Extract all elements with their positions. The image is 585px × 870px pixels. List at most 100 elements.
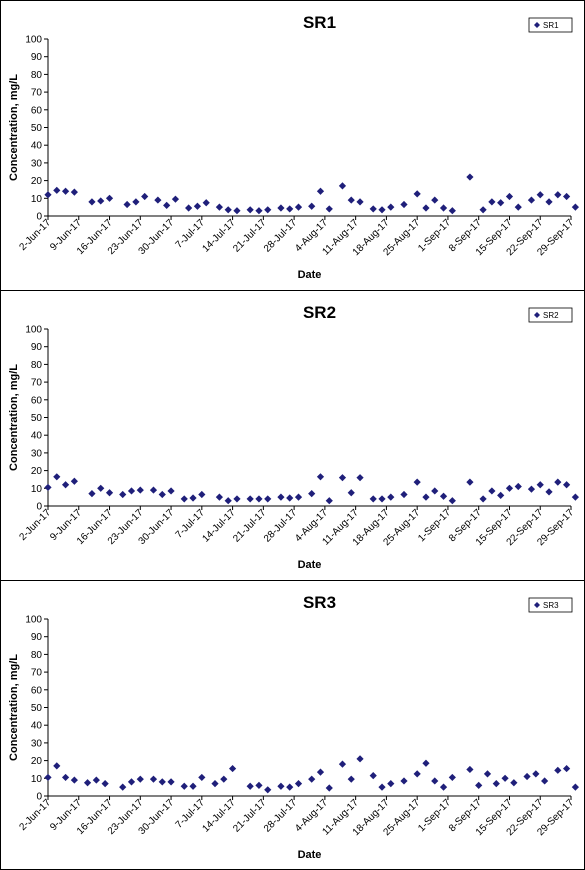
- y-tick-label: 20: [31, 466, 43, 477]
- data-point: [70, 188, 78, 196]
- data-point: [479, 495, 487, 503]
- data-point: [228, 764, 237, 773]
- data-point: [338, 474, 347, 482]
- chart-title: SR2: [303, 303, 336, 322]
- data-point: [246, 495, 254, 503]
- data-point: [308, 775, 316, 783]
- data-point: [387, 780, 395, 788]
- data-point: [154, 196, 162, 204]
- data-point: [97, 197, 105, 205]
- data-point: [488, 487, 496, 495]
- data-point: [246, 782, 254, 790]
- y-tick-label: 30: [31, 448, 43, 459]
- data-point: [308, 202, 316, 210]
- data-point: [83, 779, 92, 787]
- y-tick-label: 100: [25, 615, 42, 626]
- data-point: [347, 775, 355, 783]
- data-point: [431, 196, 439, 204]
- data-point: [189, 494, 197, 502]
- y-tick-label: 40: [31, 141, 43, 152]
- data-point: [541, 777, 549, 785]
- legend-marker: [534, 312, 540, 318]
- data-point: [136, 486, 144, 494]
- x-tick-label: 28-Jul-17: [262, 507, 300, 545]
- y-tick-label: 10: [31, 194, 43, 205]
- y-tick-label: 70: [31, 378, 43, 389]
- data-point: [255, 495, 263, 503]
- y-tick-label: 100: [25, 325, 42, 336]
- data-point: [338, 182, 347, 190]
- data-point: [523, 772, 531, 781]
- data-point: [422, 204, 430, 212]
- legend-box: [528, 597, 573, 613]
- data-point: [479, 206, 487, 214]
- data-point: [356, 474, 364, 482]
- data-point: [119, 490, 127, 499]
- y-tick-label: 30: [31, 738, 43, 749]
- data-point: [119, 783, 127, 791]
- data-point: [338, 760, 347, 768]
- x-tick-label: 2-Jun-17: [17, 797, 53, 833]
- data-point: [198, 490, 206, 499]
- data-point: [545, 198, 553, 206]
- data-point: [369, 205, 377, 213]
- data-point: [571, 203, 579, 211]
- data-point: [215, 493, 224, 501]
- data-point: [571, 493, 579, 501]
- data-point: [220, 775, 228, 783]
- data-point: [466, 173, 474, 181]
- data-point: [448, 497, 456, 505]
- data-point: [325, 497, 333, 505]
- data-point: [294, 780, 303, 788]
- data-point: [501, 774, 509, 782]
- data-point: [277, 782, 285, 790]
- data-point: [88, 490, 96, 498]
- legend-label: SR1: [543, 21, 559, 30]
- data-point: [316, 768, 325, 776]
- data-point: [277, 493, 285, 501]
- legend-marker: [534, 22, 540, 28]
- data-point: [527, 485, 536, 493]
- data-point: [198, 773, 206, 782]
- y-tick-label: 50: [31, 703, 43, 714]
- data-point: [316, 473, 325, 481]
- x-tick-label: 2-Jun-17: [17, 507, 53, 543]
- y-tick-label: 60: [31, 395, 43, 406]
- legend: SR1: [528, 17, 573, 33]
- legend-marker: [534, 602, 540, 608]
- data-point: [211, 780, 219, 788]
- y-tick-label: 40: [31, 431, 43, 442]
- data-point: [527, 196, 536, 204]
- data-point: [294, 493, 303, 501]
- data-point: [347, 489, 355, 497]
- legend-label: SR3: [543, 601, 559, 610]
- data-point: [202, 199, 210, 207]
- data-point: [413, 770, 421, 778]
- data-point: [400, 490, 408, 499]
- data-point: [70, 477, 78, 485]
- data-point: [44, 483, 52, 492]
- data-point: [422, 759, 430, 767]
- x-axis-title: Date: [298, 559, 322, 571]
- data-point: [554, 191, 562, 199]
- chart-svg: SR101020304050607080901002-Jun-179-Jun-1…: [8, 13, 579, 281]
- data-point: [510, 779, 518, 787]
- data-point: [141, 192, 149, 201]
- data-point: [123, 200, 131, 209]
- data-point: [189, 782, 197, 790]
- data-point: [286, 494, 294, 502]
- data-point: [387, 493, 395, 501]
- data-point: [356, 755, 364, 763]
- data-point: [431, 487, 439, 495]
- data-point: [563, 764, 571, 773]
- y-tick-label: 20: [31, 176, 43, 187]
- data-point: [233, 495, 241, 503]
- data-point: [466, 765, 474, 774]
- data-point: [286, 205, 294, 213]
- data-point: [105, 489, 114, 497]
- y-tick-label: 80: [31, 650, 43, 661]
- data-point: [171, 195, 180, 203]
- data-point: [536, 191, 544, 199]
- legend-label: SR2: [543, 311, 559, 320]
